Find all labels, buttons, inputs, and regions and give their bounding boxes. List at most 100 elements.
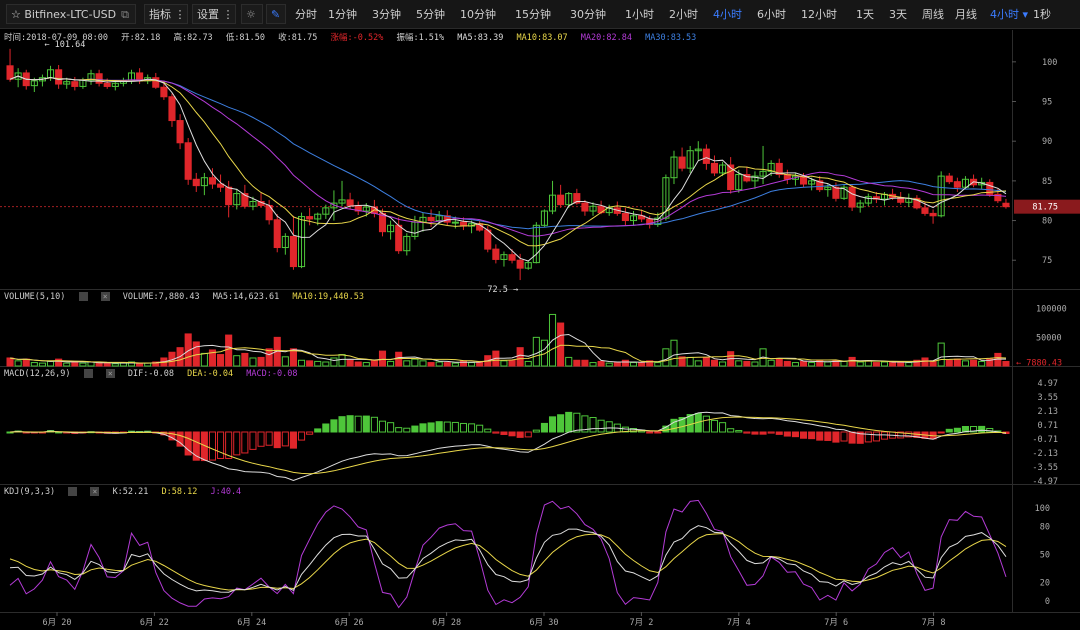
- volume-bar: [427, 362, 435, 367]
- price-axis-label: 100: [1042, 58, 1057, 68]
- macd-histogram-bar: [136, 431, 144, 434]
- macd-histogram-bar: [565, 411, 573, 433]
- candle-body: [735, 174, 743, 191]
- low-value: 低:81.50: [225, 33, 266, 43]
- volume-bar: [306, 360, 314, 367]
- interval-9[interactable]: 4小时: [713, 8, 742, 21]
- volume-bar: [184, 333, 192, 367]
- macd-histogram-bar: [921, 431, 929, 439]
- macd-histogram-bar: [492, 431, 500, 434]
- interval-0[interactable]: 分时: [295, 8, 317, 21]
- volume-bar: [686, 356, 694, 367]
- volume-bar: [629, 362, 638, 367]
- external-link-icon[interactable]: ⧉: [121, 8, 129, 21]
- candle-body: [832, 186, 840, 199]
- kdj-d: D:58.12: [161, 487, 198, 497]
- kdj-axis-label: 20: [1040, 578, 1050, 588]
- candle-body: [710, 162, 719, 174]
- interval-10[interactable]: 6小时: [757, 8, 786, 21]
- macd-histogram-bar: [937, 431, 945, 434]
- interval-5[interactable]: 15分钟: [515, 8, 551, 21]
- interval-8[interactable]: 2小时: [669, 8, 698, 21]
- interval-15[interactable]: 月线: [955, 8, 977, 21]
- candle-body: [370, 206, 378, 214]
- interval-3[interactable]: 5分钟: [416, 8, 445, 21]
- candle-body: [87, 73, 95, 81]
- macd-histogram-bar: [435, 421, 443, 433]
- settings-icon[interactable]: [78, 292, 88, 301]
- volume-bar: [6, 357, 14, 367]
- date-label: 7月 8: [922, 618, 946, 628]
- macd-axis-label: 0.71: [1038, 421, 1058, 431]
- macd-dif-line: [9, 411, 1007, 482]
- ma5-line: [9, 75, 1007, 262]
- volume-bar: [257, 356, 265, 367]
- open-value: 开:82.18: [121, 33, 161, 43]
- candle-body: [30, 80, 38, 87]
- candle-body: [362, 206, 370, 212]
- macd-dif: DIF:-0.08: [127, 369, 174, 379]
- volume-bar: [411, 358, 419, 367]
- interval-7[interactable]: 1小时: [625, 8, 654, 21]
- interval-1[interactable]: 1分钟: [328, 8, 357, 21]
- interval-11[interactable]: 12小时: [801, 8, 837, 21]
- macd-axis-label: -2.13: [1032, 449, 1058, 459]
- volume-bar: [816, 359, 824, 367]
- macd-histogram-bar: [751, 431, 759, 435]
- close-icon[interactable]: ×: [100, 292, 110, 301]
- volume-ma10: MA10:19,440.53: [292, 292, 364, 302]
- macd-histogram-bar: [783, 431, 791, 437]
- volume-bar: [872, 362, 880, 367]
- macd-histogram-bar: [427, 422, 435, 433]
- macd-histogram-bar: [451, 421, 459, 433]
- interval-4[interactable]: 10分钟: [460, 8, 496, 21]
- close-value: 收:81.75: [278, 33, 318, 43]
- candle-body: [152, 77, 160, 88]
- volume-bar: [840, 360, 848, 367]
- candle-body: [484, 229, 492, 250]
- macd-histogram-bar: [686, 414, 694, 433]
- macd-histogram-bar: [605, 421, 613, 433]
- refresh-rate-label: 1秒: [1033, 8, 1051, 21]
- candle-body: [103, 82, 111, 87]
- close-icon[interactable]: ×: [90, 487, 100, 496]
- interval-dropdown[interactable]: 4小时 ▾: [990, 8, 1029, 21]
- macd-histogram-bar: [775, 431, 783, 435]
- macd-histogram-bar: [168, 431, 176, 441]
- macd-histogram-bar: [1002, 431, 1010, 435]
- candle-body: [613, 207, 621, 214]
- interval-14[interactable]: 周线: [922, 8, 944, 21]
- interval-12[interactable]: 1天: [856, 8, 874, 21]
- interval-13[interactable]: 3天: [889, 8, 907, 21]
- macd-histogram-bar: [832, 431, 840, 443]
- candle-body: [678, 156, 686, 169]
- macd-axis-label: 4.97: [1038, 379, 1058, 389]
- volume-ma10-line: [9, 344, 1007, 364]
- candle-body: [970, 178, 978, 186]
- settings-icon[interactable]: [68, 487, 78, 496]
- macd-histogram-bar: [743, 431, 751, 434]
- candle-body: [443, 215, 451, 223]
- candle-body: [808, 180, 816, 185]
- symbol-selector[interactable]: ☆ Bitfinex-LTC-USD ⧉: [6, 4, 136, 24]
- settings-icon[interactable]: [83, 369, 93, 378]
- macd-histogram-bar: [71, 431, 79, 434]
- candle-body: [605, 207, 613, 214]
- settings-button[interactable]: 设置 ⋮: [192, 4, 236, 24]
- candle-body: [387, 224, 395, 233]
- close-icon[interactable]: ×: [105, 369, 115, 378]
- theme-toggle-icon[interactable]: ☼: [241, 4, 263, 24]
- indicators-button[interactable]: 指标 ⋮: [144, 4, 188, 24]
- draw-tool-icon[interactable]: ✎: [266, 4, 286, 24]
- volume-bar: [694, 360, 702, 367]
- candle-body: [978, 181, 986, 186]
- candle-body: [897, 197, 905, 203]
- volume-bar: [856, 361, 864, 367]
- interval-6[interactable]: 30分钟: [570, 8, 606, 21]
- candle-body: [791, 175, 799, 180]
- interval-2[interactable]: 3分钟: [372, 8, 401, 21]
- high-value: 高:82.73: [173, 33, 213, 43]
- macd-info-bar: MACD(12,26,9) × DIF:-0.08 DEA:-0.04 MACD…: [4, 369, 305, 379]
- candle-body: [775, 162, 783, 176]
